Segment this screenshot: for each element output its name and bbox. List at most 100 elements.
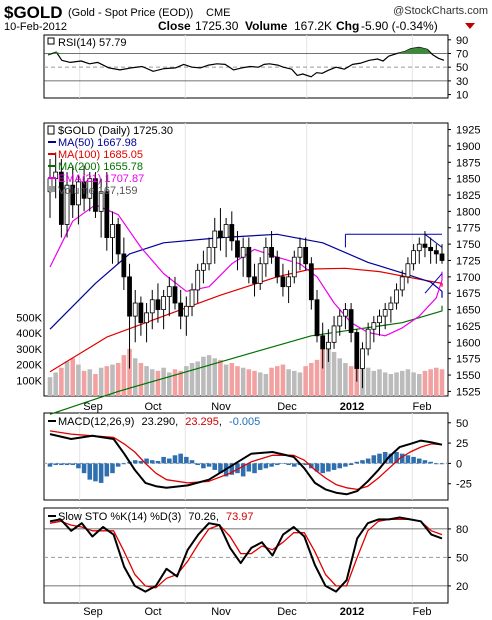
candle-body — [325, 341, 331, 350]
volume-bar — [382, 372, 388, 396]
candle-body — [428, 246, 434, 252]
x-axis-label: Sep — [83, 401, 103, 413]
macd-histogram-bar — [280, 463, 286, 464]
volume-bar — [98, 367, 104, 396]
candle-body — [394, 289, 399, 304]
x-axis-label: Nov — [211, 606, 231, 618]
sto-legend-prefix: Slow STO %K(14) %D(3) — [58, 511, 181, 523]
volume-bar — [428, 369, 433, 396]
candle-body — [201, 263, 206, 271]
macd-histogram-bar — [201, 463, 206, 469]
volume-bar — [348, 366, 354, 396]
sto-panel: 80 50 20 — [44, 508, 468, 603]
x-axis-label: Feb — [413, 606, 432, 618]
macd-histogram-bar — [303, 463, 308, 466]
macd-y-tick-label: 0 — [456, 458, 462, 470]
sto-legend-k: 70.26 — [188, 511, 216, 523]
macd-histogram-bar — [195, 463, 200, 466]
price-y-tick-label: 1550 — [456, 370, 480, 382]
candle-body — [93, 178, 98, 212]
rsi-y-tick-label: 10 — [456, 90, 468, 102]
candle-body — [58, 171, 64, 225]
volume-bar — [246, 369, 252, 396]
price-y-tick-label: 1900 — [456, 141, 480, 153]
volume-bar — [411, 372, 416, 396]
rsi-overbought-fill — [48, 52, 62, 55]
volume-value: 167.2K — [294, 19, 332, 33]
sto-k-line — [49, 516, 443, 593]
price-y-tick-label: 1875 — [456, 157, 480, 169]
candle-body — [132, 302, 138, 317]
x-axis-labels: Sep Sep Oct Oct Nov Nov Dec Dec 2012 2012 Feb Feb — [83, 401, 431, 618]
candle-body — [308, 263, 314, 301]
price-y-tick-label: 1525 — [456, 386, 480, 398]
macd-histogram-bar — [155, 460, 161, 464]
volume-bar — [417, 374, 422, 396]
candle-body — [433, 250, 439, 255]
candle-body — [104, 191, 110, 238]
price-legend-item: EMA(21) 1707.87 — [58, 173, 144, 185]
macd-legend-sep1: , — [175, 416, 178, 428]
macd-histogram-bar — [388, 453, 394, 464]
rsi-y-tick-label: 50 — [456, 62, 468, 74]
macd-histogram-bar — [98, 463, 104, 483]
volume-bar — [280, 364, 286, 396]
volume-bar — [309, 363, 314, 396]
volume-bar — [326, 345, 331, 396]
x-axis-label: 2012 — [340, 401, 364, 413]
macd-histogram-bar — [377, 453, 382, 464]
candle-body — [314, 299, 320, 337]
instrument-name: (Gold - Spot Price (EOD)) — [68, 7, 193, 19]
candle-body — [183, 305, 189, 317]
volume-bar — [47, 377, 53, 396]
candle-body — [172, 286, 178, 304]
volume-bar — [229, 363, 235, 396]
macd-y-tick-label: -25 — [456, 479, 472, 491]
candle-body — [416, 243, 422, 252]
rsi-y-tick-label: 70 — [456, 48, 468, 60]
candle-body — [115, 224, 121, 255]
volume-bar — [274, 366, 280, 396]
macd-histogram-bar — [274, 463, 280, 466]
price-legend-item: Volume 167,159 — [58, 185, 138, 197]
x-axis-label: Dec — [277, 606, 297, 618]
x-axis-label: Feb — [413, 401, 432, 413]
price-y-tick-label: 1650 — [456, 305, 480, 317]
macd-line — [49, 433, 443, 496]
macd-histogram-bar — [252, 463, 257, 474]
candle-body — [87, 178, 93, 199]
volume-bar — [155, 370, 161, 396]
close-label: Close — [158, 19, 191, 33]
candle-body — [161, 296, 167, 310]
candle-body — [149, 299, 155, 314]
x-axis-label: Sep — [83, 606, 103, 618]
candle-body — [127, 276, 132, 317]
price-legend: $GOLD (Daily) 1725.30 MA(50) 1667.98MA(1… — [47, 125, 173, 197]
candle-body — [405, 263, 411, 278]
macd-histogram-bar — [110, 463, 115, 474]
macd-histogram-bar — [399, 453, 405, 464]
volume-bar — [64, 361, 70, 396]
volume-tick-label: 500K — [16, 312, 42, 324]
rsi-y-tick-label: 90 — [456, 35, 468, 47]
price-y-tick-label: 1775 — [456, 223, 480, 235]
macd-histogram-bar — [257, 463, 263, 470]
volume-bar — [218, 359, 223, 396]
volume-bar — [394, 372, 399, 396]
volume-bar — [53, 372, 58, 396]
candle-body — [195, 269, 201, 291]
candle-body — [206, 246, 212, 265]
volume-bar — [252, 370, 257, 396]
volume-bar — [138, 363, 144, 396]
price-y-tick-label: 1600 — [456, 337, 480, 349]
volume-bar — [161, 367, 166, 396]
volume-bar — [365, 367, 371, 396]
candle-body — [286, 276, 291, 288]
candle-body — [343, 309, 348, 317]
volume-bar — [76, 364, 81, 396]
macd-histogram-bar — [121, 463, 127, 465]
macd-histogram-bar — [394, 452, 399, 464]
x-axis-label: Oct — [144, 401, 161, 413]
